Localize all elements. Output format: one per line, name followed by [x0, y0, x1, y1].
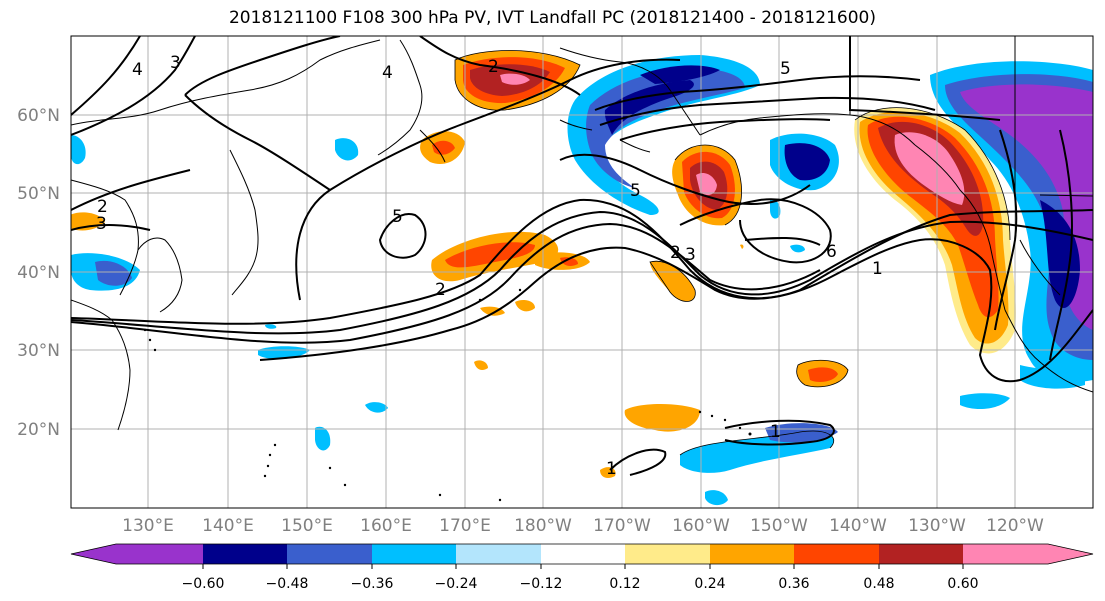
- lon-label: 140°E: [202, 516, 254, 536]
- coastlines: [71, 36, 1093, 431]
- contour-label: 3: [170, 53, 181, 73]
- colorbar-bin: [794, 544, 879, 564]
- contour-label: 1: [606, 459, 617, 479]
- lon-label: 130°E: [122, 516, 174, 536]
- contour-label: 2: [670, 243, 681, 263]
- lon-label: 170°E: [439, 516, 491, 536]
- colorbar-bin: [963, 544, 1048, 564]
- colorbar-bin: [541, 544, 625, 564]
- contour-label: 4: [132, 60, 143, 80]
- contour-label: 5: [392, 207, 403, 227]
- lon-label: 120°W: [986, 516, 1044, 536]
- colorbar-bin: [287, 544, 372, 564]
- pv-contours: [71, 36, 1093, 476]
- colorbar-bin: [372, 544, 456, 564]
- colorbar-bin: [710, 544, 794, 564]
- lat-label: 20°N: [17, 420, 60, 440]
- colorbar-left-extension: [71, 544, 116, 564]
- colorbar-tick-label: 0.36: [778, 576, 809, 592]
- colorbar-tick-label: −0.48: [266, 576, 309, 592]
- colorbar-right-extension: [1048, 544, 1093, 564]
- longitude-labels: 130°E 140°E 150°E 160°E 170°E 180°W 170°…: [122, 516, 1044, 536]
- contour-label: 6: [826, 242, 837, 262]
- lon-label: 170°W: [593, 516, 651, 536]
- colorbar-tick-label: −0.24: [435, 576, 478, 592]
- contour-label: 2: [435, 280, 446, 300]
- colorbar-bin: [625, 544, 710, 564]
- thin-contours: [454, 50, 1011, 456]
- colorbar-bin: [456, 544, 541, 564]
- colorbar-tick-label: 0.48: [863, 576, 894, 592]
- colorbar-tick-label: −0.36: [351, 576, 394, 592]
- colorbar-bin: [116, 544, 203, 564]
- colorbar-tick-label: −0.60: [182, 576, 225, 592]
- map-title: 2018121100 F108 300 hPa PV, IVT Landfall…: [228, 8, 876, 28]
- contour-label: 4: [382, 63, 393, 83]
- lon-label: 140°W: [829, 516, 887, 536]
- contour-label: 3: [685, 245, 696, 265]
- lat-label: 30°N: [17, 341, 60, 361]
- shaded-field-layer: [71, 50, 1093, 506]
- latitude-labels: 60°N 50°N 40°N 30°N 20°N: [17, 106, 60, 440]
- contour-label: 3: [96, 214, 107, 234]
- lon-label: 150°E: [281, 516, 333, 536]
- lon-label: 150°W: [750, 516, 808, 536]
- colorbar-bin: [203, 544, 287, 564]
- contour-label: 2: [97, 197, 108, 217]
- lon-label: 180°W: [514, 516, 572, 536]
- contour-label: 2: [488, 57, 499, 77]
- map-frame: [70, 35, 1094, 509]
- colorbar-bin: [879, 544, 963, 564]
- contour-labels: 5 4 3 2 2 3 2 5 2 4 3 5 6 1 1 1: [96, 53, 883, 479]
- colorbar-tick-label: 0.24: [694, 576, 725, 592]
- lon-label: 130°W: [908, 516, 966, 536]
- lat-label: 40°N: [17, 263, 60, 283]
- contour-label: 1: [872, 259, 883, 279]
- colorbar-tick-label: 0.12: [609, 576, 640, 592]
- lon-label: 160°W: [672, 516, 730, 536]
- colorbar-tick-label: −0.12: [520, 576, 563, 592]
- lon-label: 160°E: [360, 516, 412, 536]
- lat-label: 50°N: [17, 184, 60, 204]
- lat-label: 60°N: [17, 106, 60, 126]
- colorbar-ticks: [202, 564, 964, 569]
- colorbar: −0.60 −0.48 −0.36 −0.24 −0.12 0.12 0.24 …: [70, 543, 1094, 592]
- contour-label: 5: [780, 59, 791, 79]
- colorbar-tick-label: 0.60: [947, 576, 978, 592]
- contour-label: 1: [770, 422, 781, 442]
- contour-label: 5: [630, 181, 641, 201]
